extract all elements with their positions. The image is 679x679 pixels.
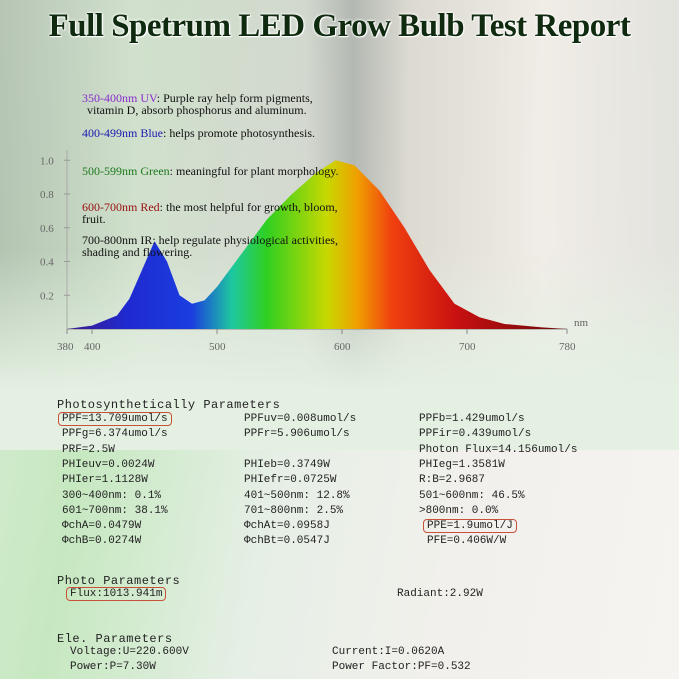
param-text: 701~800nm: 2.5% bbox=[244, 504, 344, 517]
x-tick-label: 400 bbox=[84, 341, 101, 353]
radiant-value: Radiant:2.92W bbox=[397, 588, 483, 600]
param-value: ΦchA=0.0479W bbox=[62, 520, 141, 532]
spectrum-area bbox=[67, 160, 567, 329]
param-text: 300~400nm: 0.1% bbox=[62, 489, 162, 502]
param-value: PPFr=5.906umol/s bbox=[244, 428, 350, 440]
param-value: PPFir=0.439umol/s bbox=[419, 428, 531, 440]
y-tick-label: 0.8 bbox=[40, 189, 54, 201]
param-text: PPFg=6.374umol/s bbox=[62, 428, 168, 441]
band-text: : Purple ray help form pigments, bbox=[156, 91, 313, 105]
param-text: PHIer=1.1128W bbox=[62, 474, 148, 487]
param-text: PFE=0.406W/W bbox=[427, 535, 507, 548]
voltage-value: Voltage:U=220.600V bbox=[70, 646, 189, 658]
param-text: PHIeuv=0.0024W bbox=[62, 458, 155, 471]
param-value: PPFuv=0.008umol/s bbox=[244, 413, 356, 425]
param-text: PHIefr=0.0725W bbox=[244, 474, 337, 487]
x-tick-label: 600 bbox=[334, 341, 351, 353]
param-value: ΦchBt=0.0547J bbox=[244, 535, 330, 547]
param-value: PPFb=1.429umol/s bbox=[419, 413, 525, 425]
x-tick-label: 780 bbox=[559, 341, 576, 353]
param-value: 501~600nm: 46.5% bbox=[419, 490, 525, 502]
param-value: PHIefr=0.0725W bbox=[244, 474, 336, 486]
param-text: PPFr=5.906umol/s bbox=[244, 428, 350, 441]
band-text: : helps promote photosynthesis. bbox=[163, 126, 315, 140]
y-tick-label: 1.0 bbox=[40, 155, 54, 167]
param-value: PPE=1.9umol/J bbox=[423, 519, 517, 534]
param-value: 300~400nm: 0.1% bbox=[62, 490, 161, 502]
band-description: 400-499nm Blue: helps promote photosynth… bbox=[82, 127, 315, 139]
power-value: Power:P=7.30W bbox=[70, 661, 156, 673]
param-value: PFE=0.406W/W bbox=[427, 535, 506, 547]
param-value: PHIeg=1.3581W bbox=[419, 459, 505, 471]
band-label: 500-599nm Green bbox=[82, 164, 170, 178]
param-text: 401~500nm: 12.8% bbox=[244, 489, 350, 502]
band-description: 600-700nm Red: the most helpful for grow… bbox=[82, 201, 338, 225]
band-label: 600-700nm Red bbox=[82, 200, 160, 214]
current-value: Current:I=0.0620A bbox=[332, 646, 445, 658]
ele-params-heading: Ele. Parameters bbox=[57, 632, 173, 646]
param-text: ΦchAt=0.0958J bbox=[244, 520, 330, 533]
photosynthetic-heading: Photosynthetically Parameters bbox=[57, 398, 281, 412]
param-text: PRF=2.5W bbox=[62, 443, 115, 456]
param-value: R:B=2.9687 bbox=[419, 474, 485, 486]
band-label: 350-400nm UV bbox=[82, 91, 157, 105]
param-text: ΦchA=0.0479W bbox=[62, 520, 142, 533]
param-value: PHIeuv=0.0024W bbox=[62, 459, 154, 471]
band-label: 700-800nm IR bbox=[82, 233, 153, 247]
param-text: PHIeg=1.3581W bbox=[419, 458, 505, 471]
x-tick-label: 700 bbox=[459, 341, 476, 353]
param-text: 601~700nm: 38.1% bbox=[62, 504, 168, 517]
band-text: : help regulate physiological activities… bbox=[152, 233, 338, 247]
param-text: R:B=2.9687 bbox=[419, 474, 486, 487]
band-text: : meaningful for plant morphology. bbox=[169, 164, 339, 178]
param-value: ΦchB=0.0274W bbox=[62, 535, 141, 547]
param-text: ΦchBt=0.0547J bbox=[244, 535, 330, 548]
param-text: PPFir=0.439umol/s bbox=[419, 428, 532, 441]
param-text: PHIeb=0.3749W bbox=[244, 458, 330, 471]
param-text: PPF=13.709umol/s bbox=[58, 412, 172, 426]
param-text: Photon Flux=14.156umol/s bbox=[419, 443, 578, 456]
band-description: 350-400nm UV: Purple ray help form pigme… bbox=[82, 92, 313, 116]
page-title: Full Spetrum LED Grow Bulb Test Report bbox=[48, 8, 631, 44]
param-text: >800nm: 0.0% bbox=[419, 504, 499, 517]
photo-params-heading: Photo Parameters bbox=[57, 574, 181, 588]
y-tick-label: 0.2 bbox=[40, 290, 54, 302]
band-text-2: vitamin D, absorb phosphorus and aluminu… bbox=[87, 103, 307, 117]
param-value: PHIer=1.1128W bbox=[62, 474, 148, 486]
param-text: 501~600nm: 46.5% bbox=[419, 489, 525, 502]
y-tick-label: 0.4 bbox=[40, 257, 54, 269]
param-value: Photon Flux=14.156umol/s bbox=[419, 444, 577, 456]
param-text: PPE=1.9umol/J bbox=[423, 519, 517, 534]
y-tick-label: 0.6 bbox=[40, 223, 54, 235]
param-text: PPFb=1.429umol/s bbox=[419, 413, 525, 425]
power-factor-value: Power Factor:PF=0.532 bbox=[332, 661, 471, 673]
param-value: PPFg=6.374umol/s bbox=[62, 428, 168, 440]
param-value: PHIeb=0.3749W bbox=[244, 459, 330, 471]
param-value: ΦchAt=0.0958J bbox=[244, 520, 330, 532]
spectrum-chart: 380 400 500 600 700 780 0.2 0.4 0.6 0.8 1.0 nm bbox=[40, 150, 589, 353]
band-text-2: shading and flowering. bbox=[82, 245, 193, 259]
param-text: PPFuv=0.008umol/s bbox=[244, 413, 357, 425]
param-value: 401~500nm: 12.8% bbox=[244, 490, 350, 502]
param-text: ΦchB=0.0274W bbox=[62, 535, 142, 548]
x-tick-label: 500 bbox=[209, 341, 226, 353]
band-description: 700-800nm IR: help regulate physiologica… bbox=[82, 234, 338, 258]
flux-value: Flux:1013.941m bbox=[66, 587, 167, 601]
band-description: 500-599nm Green: meaningful for plant mo… bbox=[82, 165, 339, 177]
param-value: PRF=2.5W bbox=[62, 444, 115, 456]
band-label: 400-499nm Blue bbox=[82, 126, 163, 140]
band-text-2: fruit. bbox=[82, 212, 106, 226]
x-tick-label: 380 bbox=[57, 341, 74, 353]
x-axis-label: nm bbox=[574, 317, 589, 329]
param-value: PPF=13.709umol/s bbox=[58, 412, 172, 426]
param-value: 701~800nm: 2.5% bbox=[244, 505, 343, 517]
band-text: : the most helpful for growth, bloom, bbox=[159, 200, 338, 214]
param-value: >800nm: 0.0% bbox=[419, 505, 498, 517]
param-value: 601~700nm: 38.1% bbox=[62, 505, 168, 517]
